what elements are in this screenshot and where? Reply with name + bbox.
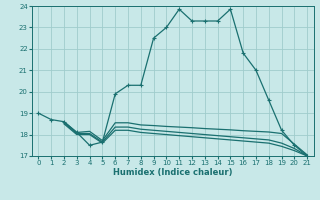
X-axis label: Humidex (Indice chaleur): Humidex (Indice chaleur) <box>113 168 233 177</box>
